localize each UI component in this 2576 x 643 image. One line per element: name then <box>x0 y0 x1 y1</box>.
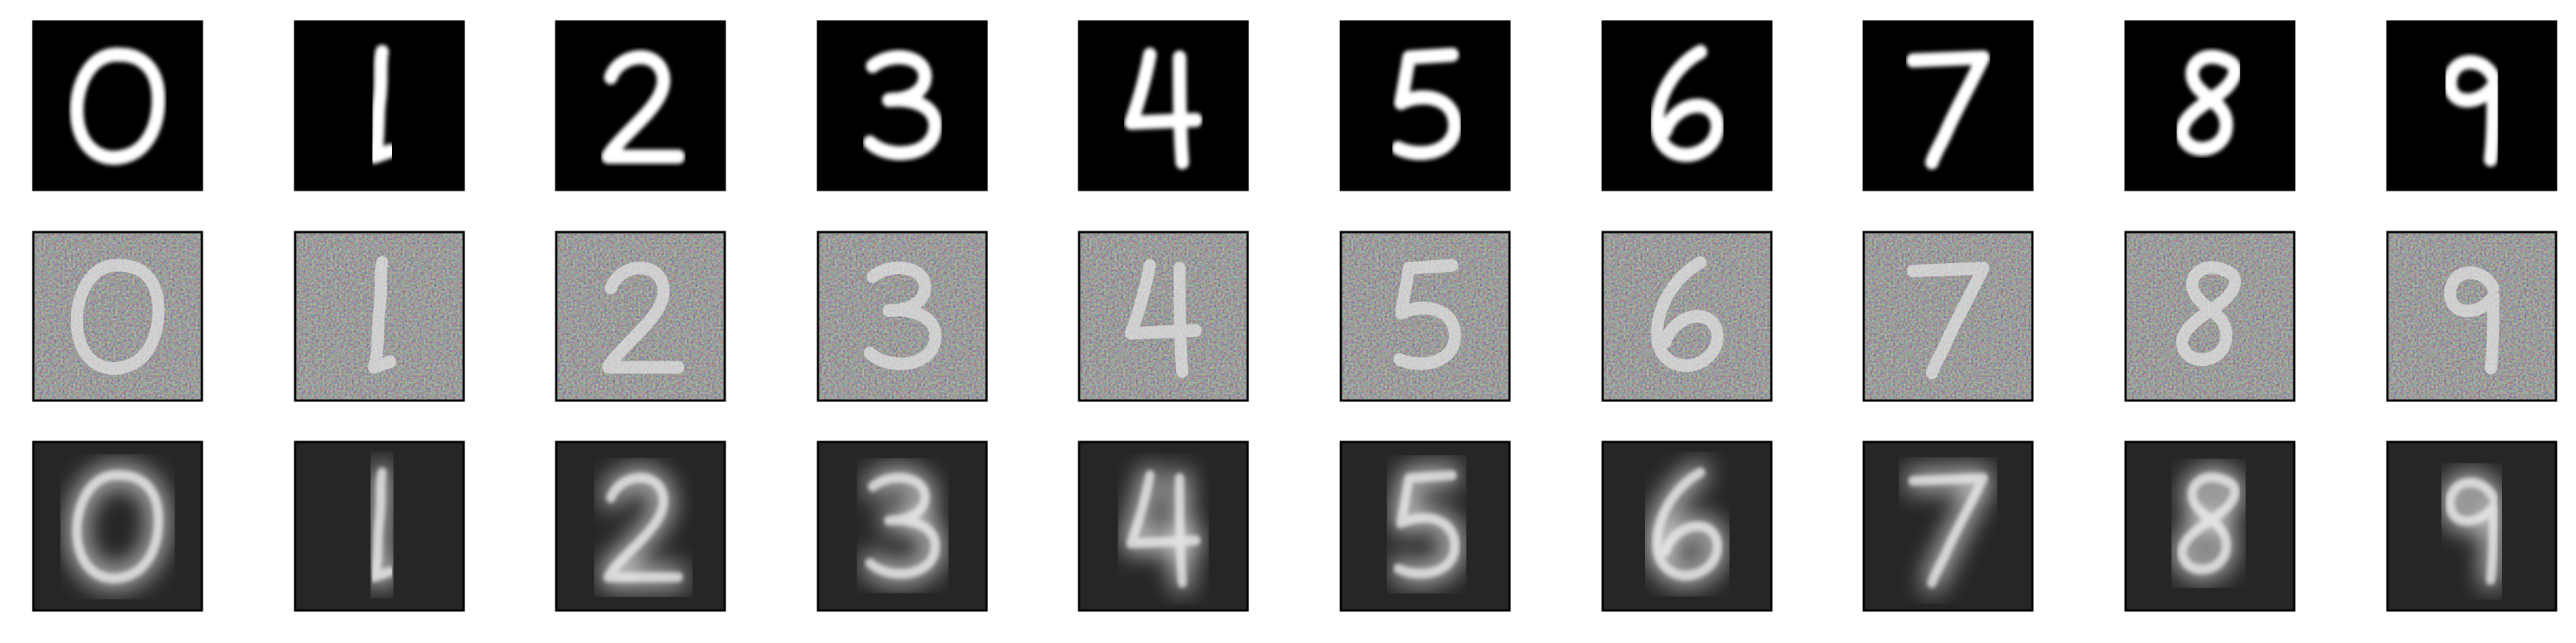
digit-6-glyph <box>1650 44 1725 163</box>
tile-frame <box>1078 20 1249 191</box>
reconstructed-digit-2-tile <box>555 440 726 612</box>
tile-frame <box>2386 440 2558 612</box>
reconstructed-digit-5-tile <box>1339 440 1511 612</box>
tile-background <box>1864 442 2032 610</box>
digit-9-glyph <box>2443 55 2501 167</box>
noisy-digit-3-tile <box>817 231 988 402</box>
tile-background <box>1864 21 2032 190</box>
noisy-digit-2-tile <box>555 231 726 402</box>
tile-frame <box>1339 231 1511 402</box>
noisy-digit-6-tile <box>1601 231 1773 402</box>
tile-frame <box>1078 231 1249 402</box>
noisy-digit-9-tile <box>2386 231 2558 402</box>
reconstructed-digit-0-tile <box>32 440 203 612</box>
noisy-digit-4-tile <box>1078 231 1249 402</box>
digit-7-glyph <box>1906 50 1990 170</box>
tile-background <box>1341 21 1510 190</box>
reconstructed-digit-4-tile <box>1078 440 1249 612</box>
tile-frame <box>1339 440 1511 612</box>
tile-frame <box>2386 20 2558 191</box>
reconstructed-row <box>32 440 2558 612</box>
tile-frame <box>555 231 726 402</box>
reconstructed-digit-3-tile <box>817 440 988 612</box>
original-row <box>32 20 2558 191</box>
tile-frame <box>2124 231 2296 402</box>
reconstructed-digit-7-tile <box>1862 440 2034 612</box>
reconstructed-digit-9-tile <box>2386 440 2558 612</box>
noisy-row <box>32 231 2558 402</box>
tile-frame <box>555 440 726 612</box>
tile-frame <box>1078 440 1249 612</box>
original-digit-2-tile <box>555 20 726 191</box>
noisy-digit-0-tile <box>32 231 203 402</box>
tile-frame <box>2386 231 2558 402</box>
reconstructed-digit-8-tile <box>2124 440 2296 612</box>
original-digit-5-tile <box>1339 20 1511 191</box>
tile-frame <box>294 20 465 191</box>
tile-frame <box>294 440 465 612</box>
tile-frame <box>1601 231 1773 402</box>
tile-frame <box>32 231 203 402</box>
original-digit-3-tile <box>817 20 988 191</box>
reconstructed-digit-6-tile <box>1601 440 1773 612</box>
tile-frame <box>2124 20 2296 191</box>
digit-0-glyph <box>70 47 166 166</box>
original-digit-0-tile <box>32 20 203 191</box>
tile-frame <box>817 231 988 402</box>
noisy-digit-5-tile <box>1339 231 1511 402</box>
noisy-digit-7-tile <box>1862 231 2034 402</box>
tile-frame <box>2124 440 2296 612</box>
tile-frame <box>1862 20 2034 191</box>
original-digit-9-tile <box>2386 20 2558 191</box>
digit-4-glyph <box>1124 47 1203 170</box>
noisy-digit-8-tile <box>2124 231 2296 402</box>
tile-frame <box>1601 20 1773 191</box>
tile-frame <box>555 20 726 191</box>
tile-frame <box>32 440 203 612</box>
digit-5-glyph <box>1391 47 1462 160</box>
tile-frame <box>817 440 988 612</box>
tile-frame <box>1862 440 2034 612</box>
tile-frame <box>1601 440 1773 612</box>
digit-2-glyph <box>601 50 686 164</box>
original-digit-7-tile <box>1862 20 2034 191</box>
tile-frame <box>32 20 203 191</box>
digit-8-glyph <box>2175 50 2242 156</box>
tile-frame <box>294 231 465 402</box>
tile-background <box>556 21 725 190</box>
tile-background <box>1079 21 1248 190</box>
digit-1-glyph <box>367 44 397 164</box>
tile-frame <box>817 20 988 191</box>
noisy-digit-1-tile <box>294 231 465 402</box>
reconstructed-digit-1-tile <box>294 440 465 612</box>
tile-background <box>1079 442 1248 610</box>
original-digit-1-tile <box>294 20 465 191</box>
tile-frame <box>1862 231 2034 402</box>
original-digit-4-tile <box>1078 20 1249 191</box>
original-digit-8-tile <box>2124 20 2296 191</box>
tile-frame <box>1339 20 1511 191</box>
digit-3-glyph <box>863 50 942 160</box>
original-digit-6-tile <box>1601 20 1773 191</box>
